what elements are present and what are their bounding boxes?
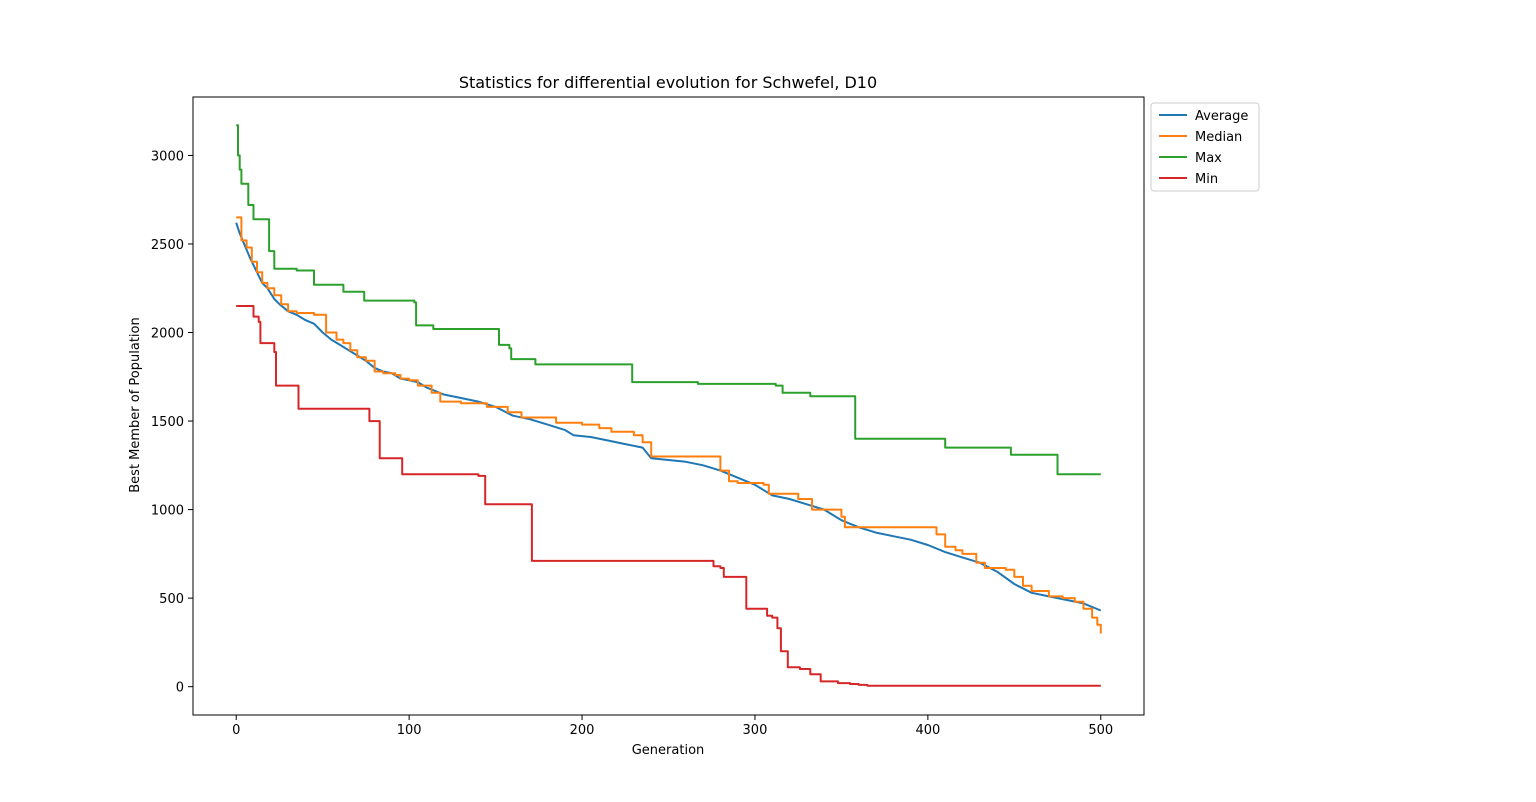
legend-box xyxy=(1150,102,1260,192)
legend-label: Median xyxy=(1195,130,1242,145)
y-tick-label: 2000 xyxy=(151,327,184,342)
y-tick-label: 1500 xyxy=(151,415,184,430)
series-line-min xyxy=(236,305,1101,687)
legend: Average Median Max Min xyxy=(1150,102,1260,192)
x-tick-label: 0 xyxy=(232,723,240,738)
chart-title: Statistics for differential evolution fo… xyxy=(459,73,877,92)
y-tick-label: 500 xyxy=(159,592,184,607)
legend-label: Min xyxy=(1195,172,1218,187)
series-line-average xyxy=(235,222,1102,612)
x-tick-label: 300 xyxy=(743,723,768,738)
legend-label: Max xyxy=(1195,151,1222,166)
legend-label: Average xyxy=(1195,109,1248,124)
axes-frame xyxy=(192,96,1145,716)
plot-area: 0 100 200 300 400 500 0 500 1000 1500 2000 2500 3000 xyxy=(151,96,1145,738)
x-tick-label: 400 xyxy=(915,723,940,738)
y-tick-label: 3000 xyxy=(151,149,184,164)
y-tick-label: 0 xyxy=(176,681,184,696)
x-axis-label: Generation xyxy=(632,743,705,758)
x-tick-label: 100 xyxy=(397,723,422,738)
series-line-median xyxy=(236,216,1102,634)
y-axis-label: Best Member of Population xyxy=(128,317,143,493)
series-line-max xyxy=(236,124,1101,476)
x-tick-label: 500 xyxy=(1088,723,1113,738)
x-tick-label: 200 xyxy=(570,723,595,738)
y-tick-label: 1000 xyxy=(151,504,184,519)
y-tick-label: 2500 xyxy=(151,238,184,253)
